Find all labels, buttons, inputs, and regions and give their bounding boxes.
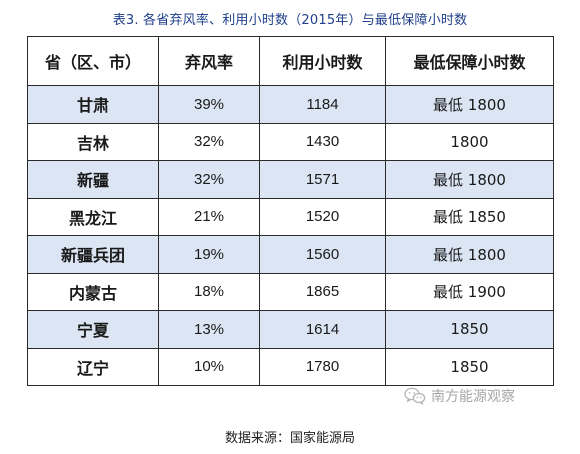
- cell-province: 新疆兵团: [27, 235, 159, 274]
- cell-province: 甘肃: [27, 85, 159, 124]
- cell-min-guaranteed-hours: 1800: [385, 122, 554, 161]
- cell-curtailment-rate: 13%: [158, 310, 260, 349]
- cell-curtailment-rate: 10%: [158, 347, 260, 386]
- wechat-icon: [404, 387, 426, 405]
- table-row: 宁夏 13% 1614 1850: [27, 310, 554, 349]
- cell-province: 新疆: [27, 160, 159, 199]
- table-row: 黑龙江 21% 1520 最低 1850: [27, 197, 554, 236]
- header-utilization-hours: 利用小时数: [259, 36, 386, 86]
- watermark: 南方能源观察: [404, 386, 515, 406]
- cell-min-guaranteed-hours: 最低 1800: [385, 85, 554, 124]
- header-province: 省（区、市）: [27, 36, 159, 86]
- cell-utilization-hours: 1560: [259, 235, 386, 274]
- data-source-note: 数据来源：国家能源局: [224, 431, 355, 446]
- cell-province: 内蒙古: [27, 272, 159, 311]
- cell-utilization-hours: 1614: [259, 310, 386, 349]
- cell-utilization-hours: 1780: [259, 347, 386, 386]
- table-row: 吉林 32% 1430 1800: [27, 122, 554, 161]
- watermark-text: 南方能源观察: [431, 389, 515, 405]
- cell-curtailment-rate: 21%: [158, 197, 260, 236]
- cell-province: 宁夏: [27, 310, 159, 349]
- cell-min-guaranteed-hours: 最低 1900: [385, 272, 554, 311]
- cell-province: 吉林: [27, 122, 159, 161]
- cell-curtailment-rate: 18%: [158, 272, 260, 311]
- table-row: 新疆 32% 1571 最低 1800: [27, 160, 554, 199]
- cell-utilization-hours: 1184: [259, 85, 386, 124]
- table-row: 甘肃 39% 1184 最低 1800: [27, 85, 554, 124]
- cell-utilization-hours: 1430: [259, 122, 386, 161]
- cell-min-guaranteed-hours: 最低 1850: [385, 197, 554, 236]
- cell-curtailment-rate: 32%: [158, 160, 260, 199]
- cell-min-guaranteed-hours: 最低 1800: [385, 235, 554, 274]
- cell-province: 辽宁: [27, 347, 159, 386]
- cell-min-guaranteed-hours: 1850: [385, 310, 554, 349]
- table-row: 辽宁 10% 1780 1850: [27, 347, 554, 386]
- cell-min-guaranteed-hours: 1850: [385, 347, 554, 386]
- header-curtailment-rate: 弃风率: [158, 36, 260, 86]
- table-row: 内蒙古 18% 1865 最低 1900: [27, 272, 554, 311]
- header-min-guaranteed-hours: 最低保障小时数: [385, 36, 554, 86]
- table-row: 新疆兵团 19% 1560 最低 1800: [27, 235, 554, 274]
- table-header-row: 省（区、市） 弃风率 利用小时数 最低保障小时数: [27, 36, 554, 86]
- cell-curtailment-rate: 19%: [158, 235, 260, 274]
- table-caption: 表3. 各省弃风率、利用小时数（2015年）与最低保障小时数: [112, 13, 468, 28]
- cell-utilization-hours: 1865: [259, 272, 386, 311]
- cell-utilization-hours: 1520: [259, 197, 386, 236]
- cell-utilization-hours: 1571: [259, 160, 386, 199]
- cell-curtailment-rate: 32%: [158, 122, 260, 161]
- cell-min-guaranteed-hours: 最低 1800: [385, 160, 554, 199]
- wind-curtailment-table: 省（区、市） 弃风率 利用小时数 最低保障小时数 甘肃 39% 1184 最低 …: [27, 36, 554, 386]
- cell-province: 黑龙江: [27, 197, 159, 236]
- cell-curtailment-rate: 39%: [158, 85, 260, 124]
